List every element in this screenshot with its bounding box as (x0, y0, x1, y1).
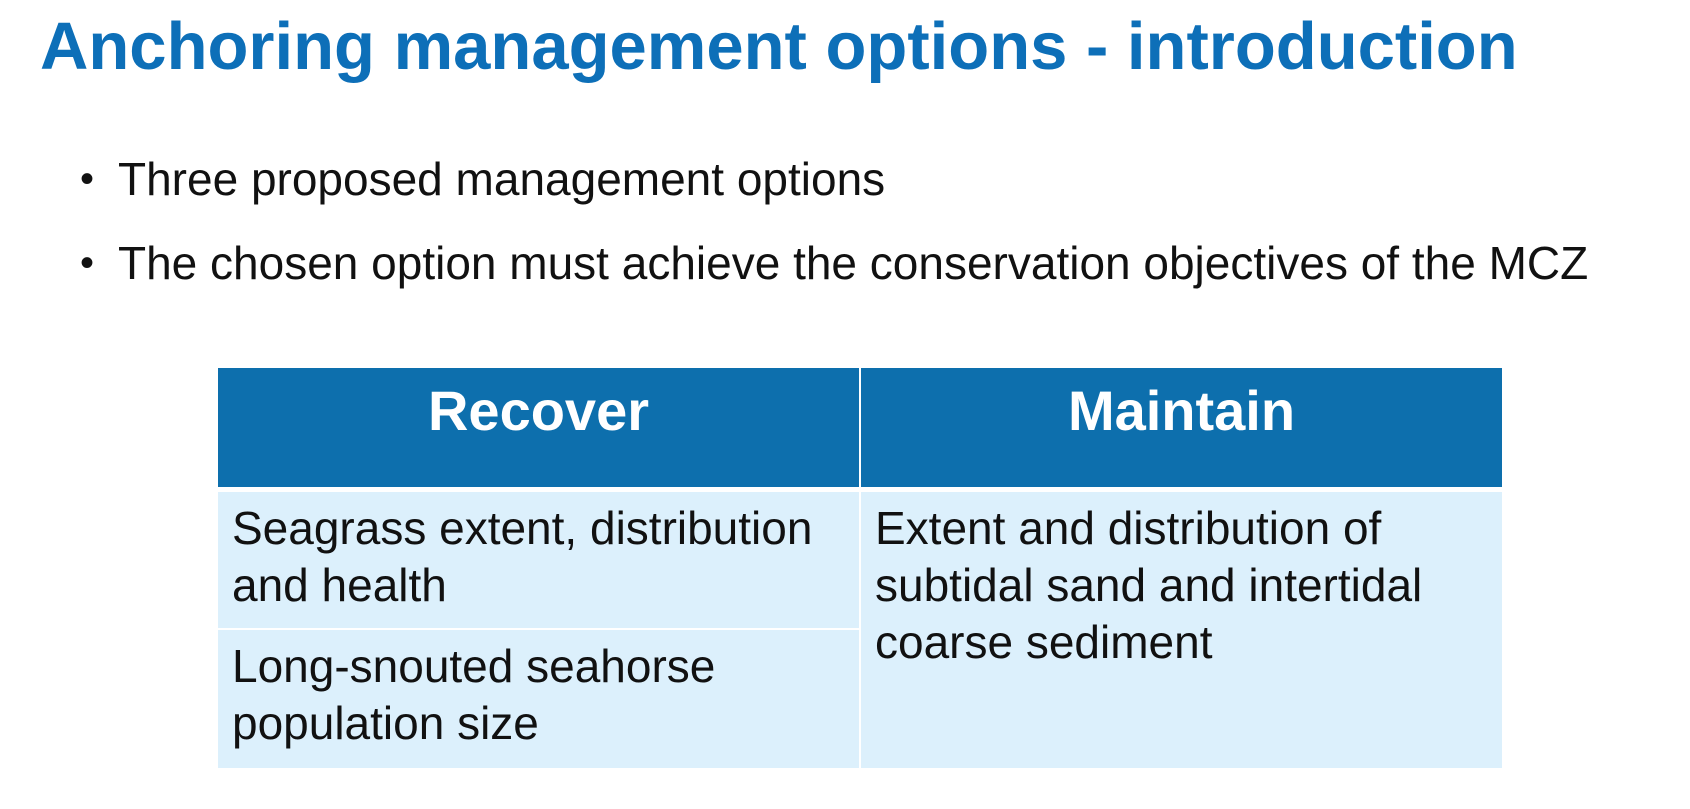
slide-title: Anchoring management options - introduct… (40, 9, 1518, 84)
header-maintain: Maintain (859, 366, 1504, 492)
bullet-item: • The chosen option must achieve the con… (80, 236, 1588, 290)
cell-sediment: Extent and distribution of subtidal sand… (859, 488, 1504, 770)
table-header-row: Recover Maintain (216, 366, 1504, 492)
bullet-list: • Three proposed management options • Th… (80, 152, 1588, 320)
bullet-dot: • (80, 241, 95, 285)
cell-seagrass: Seagrass extent, distribution and health (216, 488, 861, 630)
table-row: Seagrass extent, distribution and health… (216, 488, 1504, 770)
objectives-table: Recover Maintain Seagrass extent, distri… (216, 366, 1504, 770)
header-recover: Recover (216, 366, 861, 492)
bullet-text: Three proposed management options (118, 153, 886, 205)
bullet-dot: • (80, 157, 95, 201)
table-row: Long-snouted seahorse population size (216, 628, 1503, 770)
bullet-item: • Three proposed management options (80, 152, 1588, 206)
cell-seahorse: Long-snouted seahorse population size (216, 628, 861, 770)
bullet-text: The chosen option must achieve the conse… (118, 237, 1589, 289)
